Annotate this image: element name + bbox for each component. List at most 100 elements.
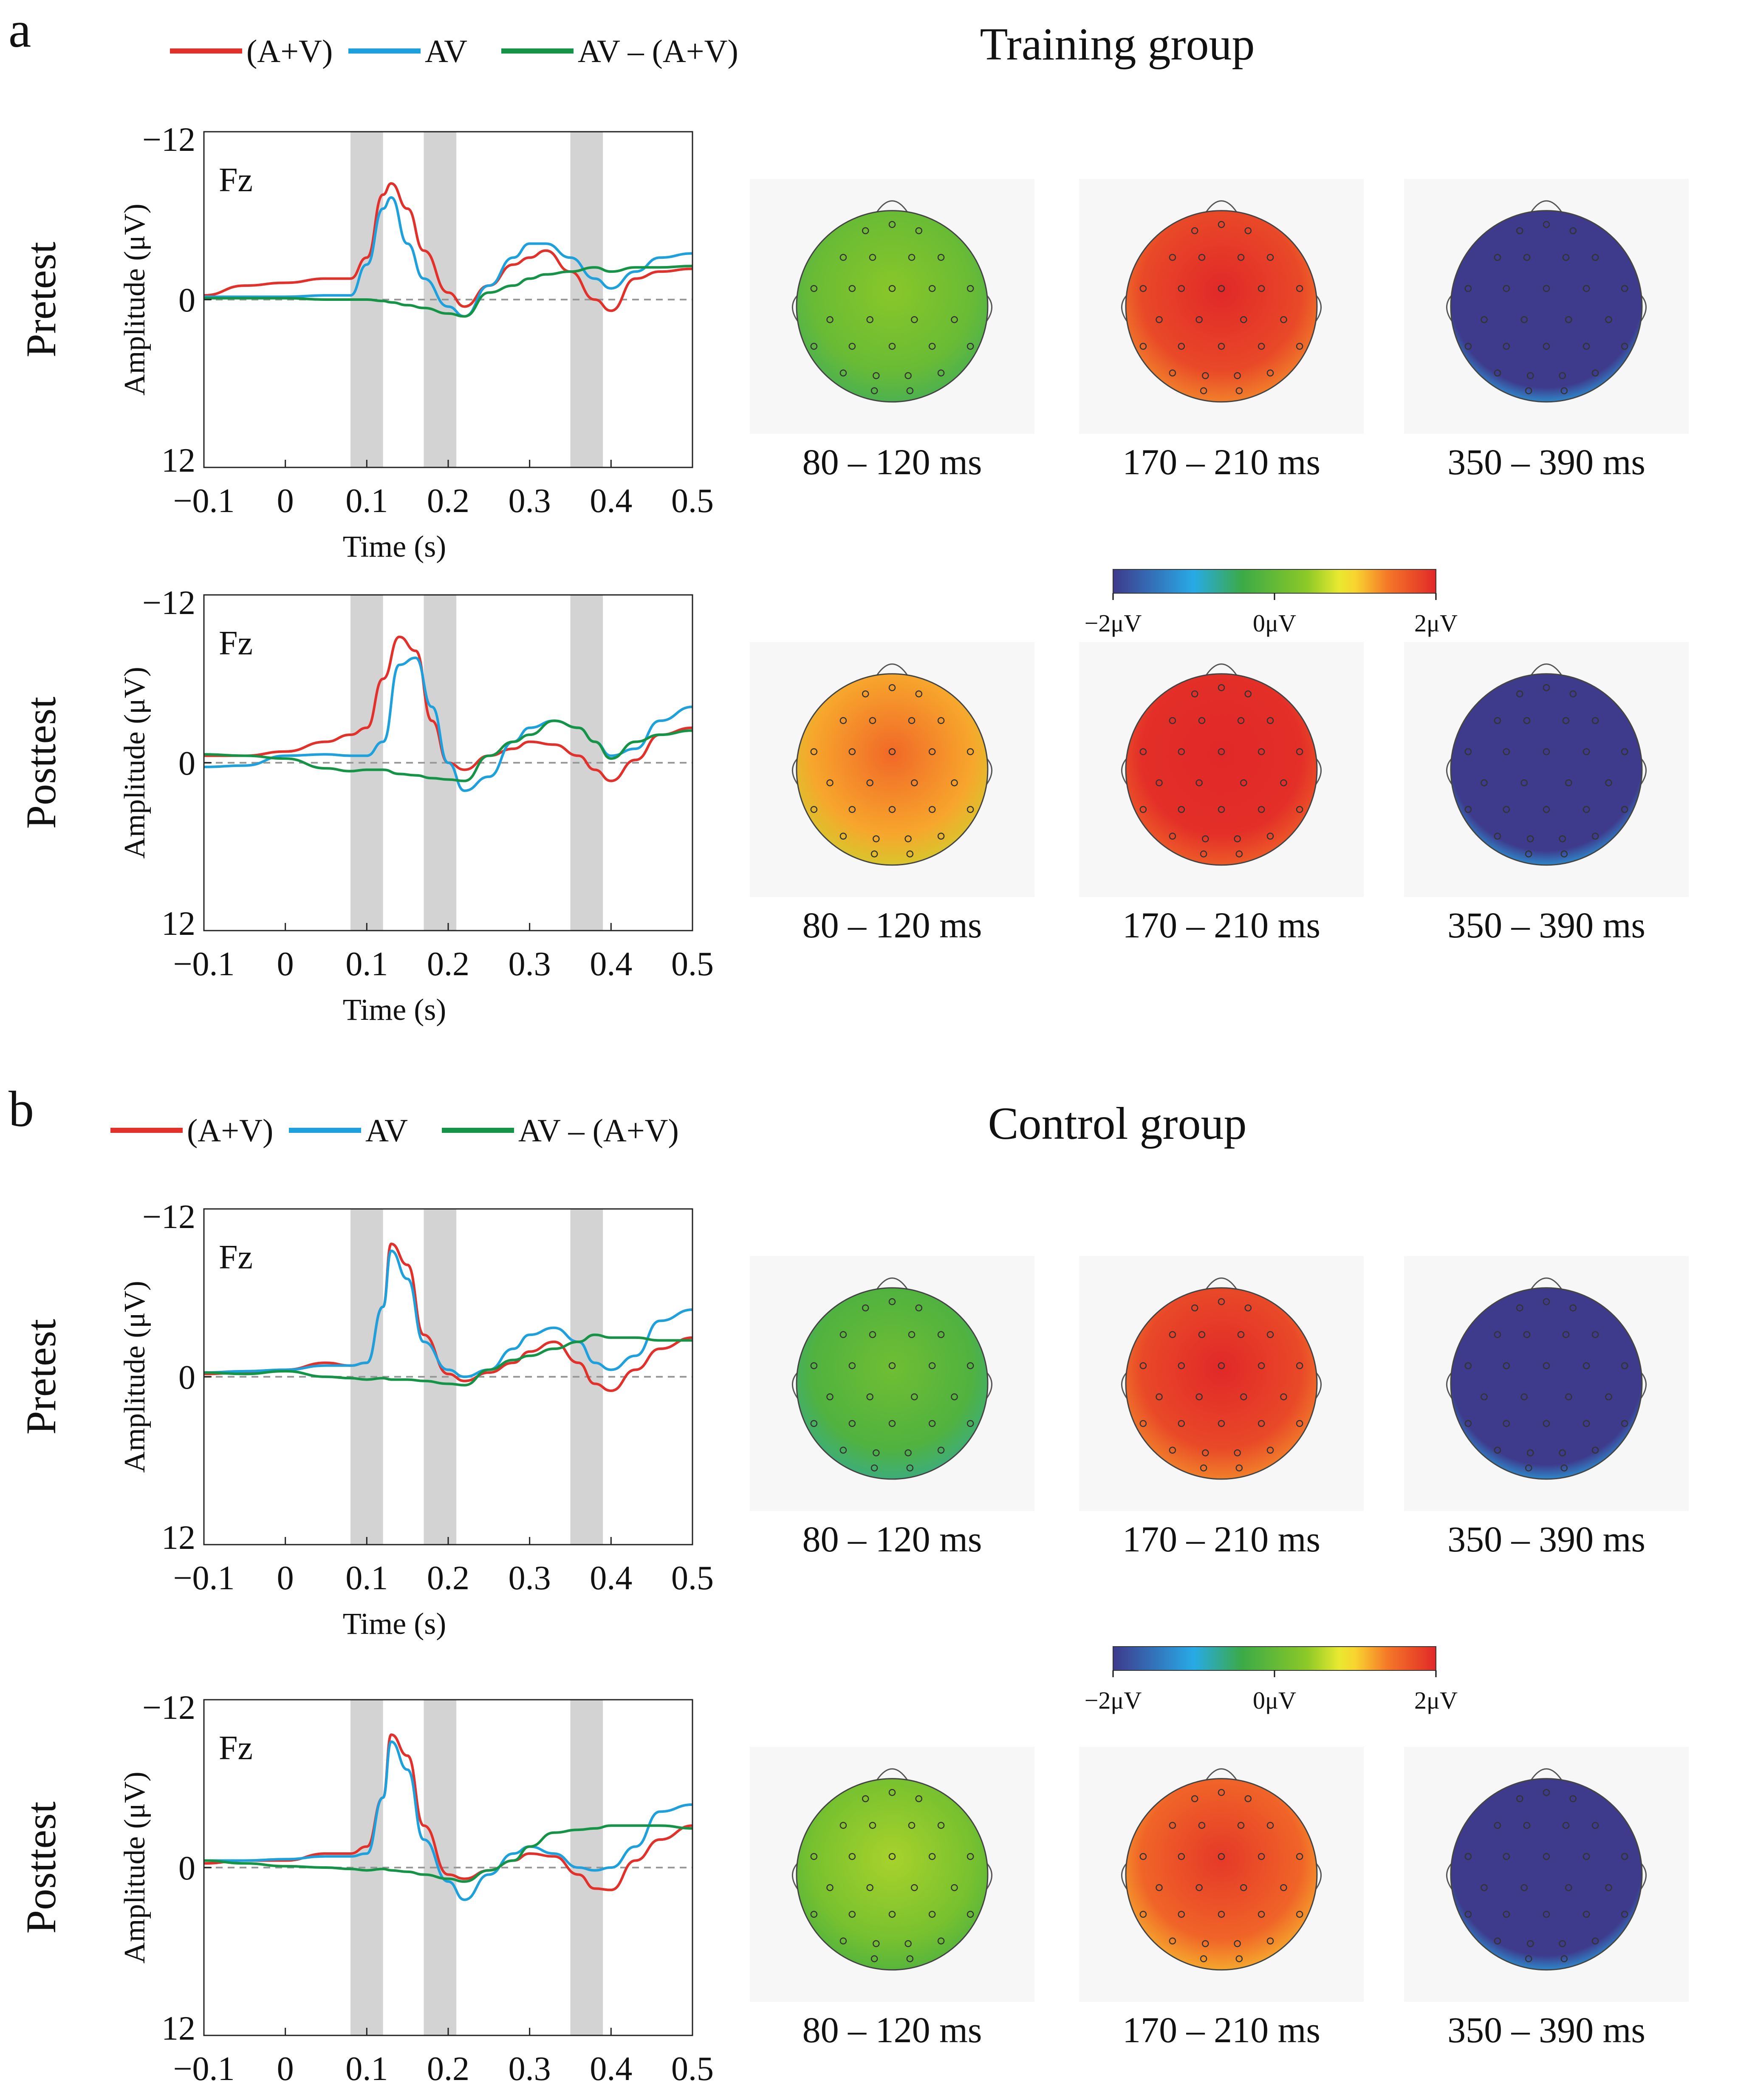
- electrode-marker: [848, 285, 856, 292]
- electrode-marker: [826, 1393, 834, 1401]
- head-left-ear: [792, 1371, 799, 1399]
- electrode-marker: [1464, 285, 1472, 292]
- electrode-marker: [1582, 1910, 1590, 1918]
- legend-label: AV – (A+V): [518, 1113, 679, 1149]
- electrode-marker: [888, 342, 896, 350]
- electrode-marker: [1543, 748, 1550, 756]
- x-tick-label: 0: [277, 945, 294, 983]
- erp-plot-0-0: −0.1 0 0.1 0.2 0.3 0.4 0.5 −12 0 12 Fz Amplitude (μ…: [119, 121, 714, 563]
- electrode-marker: [1139, 1420, 1147, 1427]
- electrode-marker: [937, 717, 945, 724]
- electrode-marker: [1520, 1393, 1528, 1401]
- topomap-0-1-2: [1404, 642, 1689, 897]
- electrode-marker: [870, 1955, 878, 1962]
- channel-label: Fz: [219, 161, 253, 199]
- topomap-0-0-2: [1404, 178, 1689, 434]
- electrode-marker: [1481, 1393, 1488, 1401]
- topomap-1-1-2: [1404, 1746, 1689, 2002]
- electrode-marker: [1266, 1446, 1274, 1454]
- head-right-ear: [986, 1862, 992, 1890]
- topomap-time-label: 80 – 120 ms: [803, 1519, 982, 1559]
- electrode-marker: [848, 1853, 856, 1860]
- electrode-marker: [1266, 254, 1274, 261]
- electrode-marker: [839, 1937, 847, 1944]
- electrode-marker: [1494, 254, 1501, 261]
- electrode-marker: [1591, 369, 1599, 376]
- electrode-marker: [1218, 684, 1225, 691]
- electrode-marker: [1582, 285, 1590, 292]
- electrode-marker: [1244, 227, 1252, 235]
- electrode-marker: [1244, 1795, 1252, 1803]
- topomap-time-label: 170 – 210 ms: [1122, 1519, 1320, 1559]
- electrode-marker: [966, 806, 974, 813]
- head-left-ear: [1121, 1371, 1128, 1399]
- electrode-marker: [873, 1940, 880, 1947]
- topomap-1-0-0: [750, 1256, 1034, 1511]
- electrode-marker: [1139, 1362, 1147, 1370]
- electrode-marker: [1527, 835, 1534, 843]
- topomap-time-label: 80 – 120 ms: [803, 2009, 982, 2050]
- y-axis-label: Amplitude (μV): [119, 1281, 151, 1473]
- electrode-marker: [1605, 1884, 1612, 1891]
- legend-label: AV – (A+V): [578, 34, 738, 69]
- x-tick-label: 0.3: [509, 1559, 551, 1597]
- electrode-marker: [1591, 832, 1599, 840]
- electrode-marker: [1178, 1420, 1185, 1427]
- electrode-marker: [1139, 1853, 1147, 1860]
- electrode-marker: [1560, 387, 1568, 394]
- electrode-marker: [1543, 1853, 1550, 1860]
- electrode-marker: [888, 1362, 896, 1370]
- electrode-marker: [1234, 835, 1241, 843]
- electrode-marker: [1178, 1362, 1185, 1370]
- electrode-marker: [915, 1304, 923, 1312]
- electrode-marker: [1520, 779, 1528, 787]
- x-tick-label: 0.1: [345, 482, 388, 520]
- electrode-marker: [1464, 1853, 1472, 1860]
- electrode-marker: [1169, 1937, 1176, 1944]
- electrode-marker: [1621, 342, 1628, 350]
- x-tick-label: 0.1: [345, 2050, 388, 2088]
- electrode-marker: [937, 369, 945, 376]
- electrode-marker: [848, 1910, 856, 1918]
- panel-label: b: [8, 1081, 34, 1137]
- electrode-marker: [928, 1362, 936, 1370]
- electrode-marker: [937, 1331, 945, 1338]
- y-tick-label: 0: [178, 1850, 195, 1887]
- electrode-marker: [1191, 227, 1198, 235]
- electrode-marker: [1235, 1464, 1243, 1472]
- electrode-marker: [1266, 369, 1274, 376]
- electrode-marker: [1198, 254, 1206, 261]
- electrode-marker: [904, 835, 912, 843]
- head-right-ear: [1640, 757, 1647, 785]
- electrode-marker: [906, 1955, 914, 1962]
- electrode-marker: [1200, 1955, 1207, 1962]
- electrode-marker: [1178, 1853, 1185, 1860]
- head-right-ear: [1315, 294, 1322, 322]
- electrode-marker: [928, 1853, 936, 1860]
- x-tick-label: −0.1: [173, 1559, 235, 1597]
- erp-plot-1-0: −0.1 0 0.1 0.2 0.3 0.4 0.5 −12 0 12 Fz Amplitude (μ…: [119, 1198, 714, 1641]
- electrode-marker: [810, 748, 818, 756]
- series-line-a-plus-v: [203, 182, 693, 312]
- electrode-marker: [810, 1420, 818, 1427]
- electrode-marker: [848, 1420, 856, 1427]
- electrode-marker: [1525, 1955, 1532, 1962]
- electrode-marker: [1218, 1420, 1225, 1427]
- electrode-marker: [888, 1420, 896, 1427]
- electrode-marker: [839, 369, 847, 376]
- scalp-map: [796, 673, 989, 866]
- head-nose: [1530, 663, 1563, 676]
- electrode-marker: [1266, 1937, 1274, 1944]
- colorbar-max-label: 2μV: [1414, 609, 1458, 637]
- y-axis-label: Amplitude (μV): [119, 204, 151, 396]
- x-axis-label: Time (s): [343, 1607, 446, 1641]
- electrode-marker: [1605, 316, 1612, 323]
- electrode-marker: [1591, 1822, 1599, 1829]
- electrode-marker: [839, 1822, 847, 1829]
- colorbar-min-label: −2μV: [1085, 609, 1142, 637]
- electrode-marker: [1503, 1420, 1510, 1427]
- electrode-marker: [869, 1822, 876, 1829]
- scalp-map: [1450, 673, 1643, 866]
- electrode-marker: [928, 1910, 936, 1918]
- electrode-marker: [1280, 1884, 1287, 1891]
